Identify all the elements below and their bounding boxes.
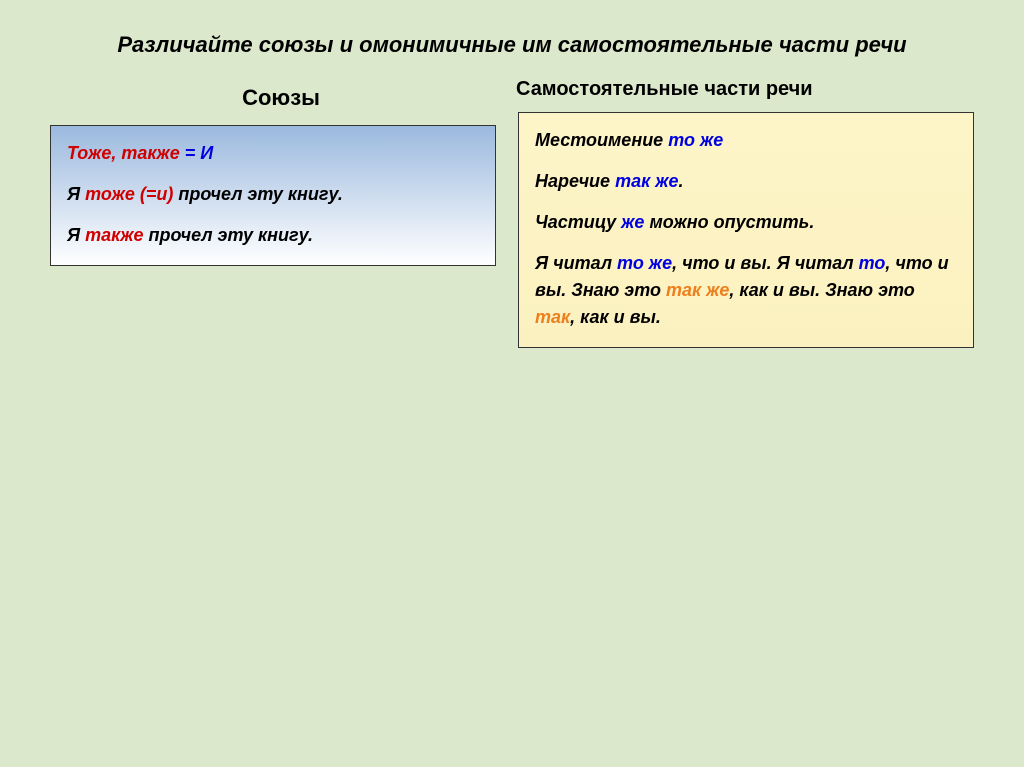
text-segment: можно опустить.: [644, 212, 814, 232]
text-segment: Частицу: [535, 212, 621, 232]
text-segment: то же: [617, 253, 672, 273]
text-segment: так же: [615, 171, 678, 191]
text-segment: то: [859, 253, 886, 273]
left-line-3: Я также прочел эту книгу.: [67, 222, 479, 249]
text-segment: .: [678, 171, 683, 191]
right-subheading: Самостоятельные части речи: [512, 73, 974, 112]
right-line-1: Местоимение то же: [535, 127, 957, 154]
text-segment: Местоимение: [535, 130, 668, 150]
text-segment: Тоже, также: [67, 143, 180, 163]
text-segment: прочел эту книгу.: [144, 225, 313, 245]
text-segment: Я читал: [535, 253, 617, 273]
text-segment: = И: [180, 143, 213, 163]
text-segment: тоже (=и): [85, 184, 173, 204]
text-segment: так: [535, 307, 570, 327]
right-line-3: Частицу же можно опустить.: [535, 209, 957, 236]
text-segment: прочел эту книгу.: [173, 184, 342, 204]
right-column: Самостоятельные части речи Местоимение т…: [512, 73, 974, 348]
text-segment: то же: [668, 130, 723, 150]
text-segment: так же: [666, 280, 729, 300]
left-line-1: Тоже, также = И: [67, 140, 479, 167]
text-segment: же: [621, 212, 644, 232]
columns-container: Союзы Тоже, также = И Я тоже (=и) прочел…: [0, 73, 1024, 348]
text-segment: , как и вы. Знаю это: [729, 280, 914, 300]
text-segment: , как и вы.: [570, 307, 661, 327]
left-subheading: Союзы: [50, 73, 512, 125]
right-line-2: Наречие так же.: [535, 168, 957, 195]
text-segment: также: [85, 225, 143, 245]
text-segment: Наречие: [535, 171, 615, 191]
left-line-2: Я тоже (=и) прочел эту книгу.: [67, 181, 479, 208]
left-column: Союзы Тоже, также = И Я тоже (=и) прочел…: [50, 73, 512, 348]
text-segment: , что и вы. Я читал: [672, 253, 859, 273]
main-title: Различайте союзы и омонимичные им самост…: [0, 0, 1024, 61]
right-line-4: Я читал то же, что и вы. Я читал то, что…: [535, 250, 957, 331]
right-box: Местоимение то же Наречие так же. Частиц…: [518, 112, 974, 348]
text-segment: Я: [67, 225, 85, 245]
text-segment: Я: [67, 184, 85, 204]
left-box: Тоже, также = И Я тоже (=и) прочел эту к…: [50, 125, 496, 266]
